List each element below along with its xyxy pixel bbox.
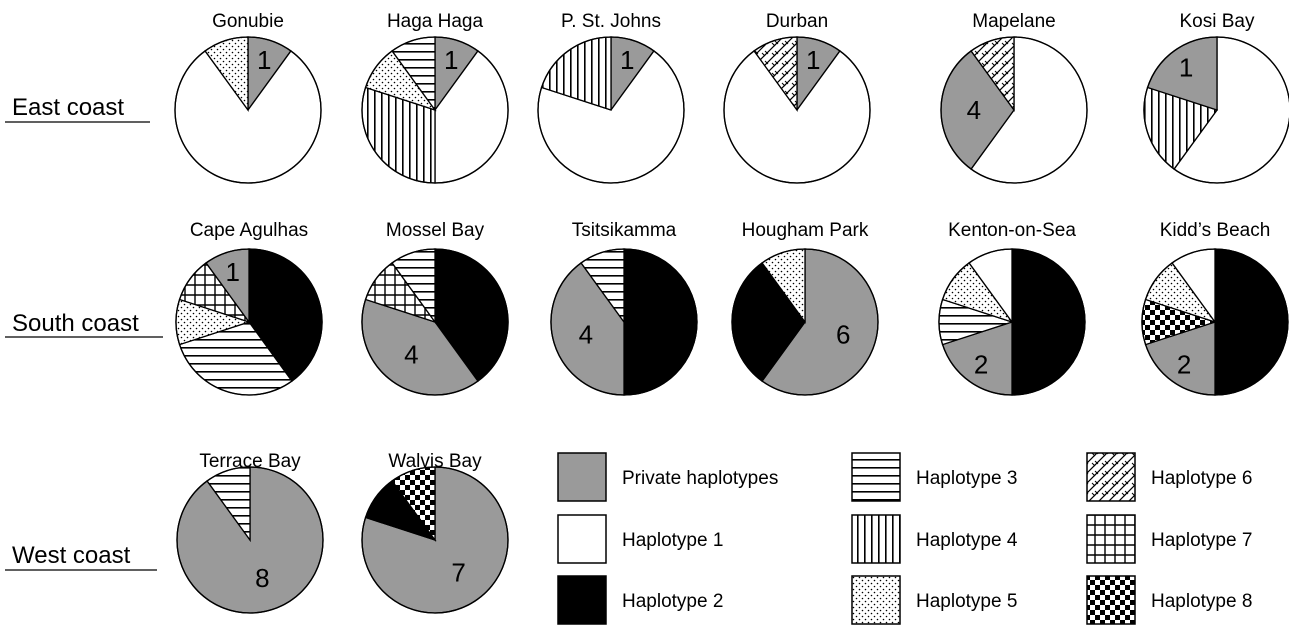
pie-terrace-bay: Terrace Bay 8 — [176, 451, 324, 614]
site-title: Durban — [766, 11, 828, 32]
pie-slice-haplotype-2 — [623, 248, 698, 396]
pie-outline — [1143, 36, 1289, 184]
pie-tsitsikamma: Tsitsikamma 4 — [550, 220, 698, 396]
legend: Private haplotypes Haplotype 1 Haplotype 2… — [557, 452, 1252, 625]
pie-p-st-johns: P. St. Johns 1 — [537, 11, 685, 184]
row-label: West coast — [12, 542, 131, 569]
private-count-label: 4 — [967, 95, 981, 125]
site-title: Kosi Bay — [1180, 11, 1255, 32]
legend-label: Haplotype 5 — [916, 591, 1017, 612]
private-count-label: 8 — [255, 563, 269, 593]
private-count-label: 6 — [836, 319, 850, 349]
pie-kenton-on-sea: Kenton-on-Sea 2 — [938, 220, 1086, 396]
site-title: Haga Haga — [387, 11, 484, 32]
legend-entry-haplotype-5: Haplotype 5 — [851, 575, 1017, 625]
private-count-label: 1 — [806, 45, 820, 75]
site-title: Terrace Bay — [199, 451, 301, 472]
legend-label: Haplotype 3 — [916, 468, 1017, 489]
legend-label: Haplotype 6 — [1151, 468, 1252, 489]
site-title: Mossel Bay — [386, 220, 485, 241]
pie-slice-haplotype-2 — [1011, 248, 1086, 396]
private-count-label: 7 — [451, 557, 465, 587]
row-label: South coast — [12, 310, 139, 337]
private-count-label: 1 — [257, 45, 271, 75]
legend-label: Haplotype 4 — [916, 530, 1018, 551]
legend-entry-haplotype-2: Haplotype 2 — [557, 575, 723, 625]
pie-kidd-s-beach: Kidd’s Beach 2 — [1141, 220, 1289, 396]
pie-mossel-bay: Mossel Bay 4 — [361, 220, 509, 396]
site-title: Cape Agulhas — [190, 220, 308, 241]
legend-swatch — [1086, 514, 1136, 564]
pie-gonubie: Gonubie 1 — [174, 11, 322, 184]
legend-swatch — [1086, 452, 1136, 502]
legend-entry-haplotype-3: Haplotype 3 — [851, 452, 1017, 502]
pie-outline — [723, 36, 871, 184]
legend-swatch — [557, 452, 607, 502]
private-count-label: 1 — [444, 45, 458, 75]
legend-swatch — [851, 514, 901, 564]
row-west-coast: West coast Terrace Bay 8 Walvis Bay 7 — [5, 451, 509, 614]
site-title: Mapelane — [972, 11, 1055, 32]
site-title: Gonubie — [212, 11, 284, 32]
private-count-label: 1 — [620, 45, 634, 75]
pie-outline — [176, 466, 324, 614]
private-count-label: 2 — [1177, 350, 1191, 380]
pie-outline — [940, 36, 1088, 184]
legend-label: Haplotype 7 — [1151, 530, 1252, 551]
pie-outline — [174, 36, 322, 184]
pie-kosi-bay: Kosi Bay 1 — [1143, 11, 1289, 184]
site-title: Kidd’s Beach — [1160, 220, 1271, 241]
pie-outline — [175, 248, 323, 396]
pie-durban: Durban 1 — [723, 11, 871, 184]
legend-entry-private-haplotypes: Private haplotypes — [557, 452, 778, 502]
site-title: P. St. Johns — [561, 11, 661, 32]
legend-swatch — [557, 575, 607, 625]
row-label: East coast — [12, 94, 124, 121]
pie-walvis-bay: Walvis Bay 7 — [361, 451, 509, 614]
pie-outline — [361, 36, 509, 184]
legend-entry-haplotype-8: Haplotype 8 — [1086, 575, 1252, 625]
pie-haga-haga: Haga Haga 1 — [361, 11, 509, 184]
private-count-label: 1 — [1179, 52, 1193, 82]
site-title: Tsitsikamma — [572, 220, 677, 241]
legend-label: Haplotype 8 — [1151, 591, 1252, 612]
pie-outline — [361, 466, 509, 614]
pie-mapelane: Mapelane 4 — [940, 11, 1088, 184]
legend-swatch — [851, 575, 901, 625]
legend-swatch — [1086, 575, 1136, 625]
legend-label: Haplotype 2 — [622, 591, 723, 612]
site-title: Hougham Park — [742, 220, 869, 241]
site-title: Walvis Bay — [388, 451, 482, 472]
pie-outline — [1141, 248, 1289, 396]
private-count-label: 1 — [226, 257, 240, 287]
private-count-label: 4 — [579, 319, 593, 349]
pie-outline — [731, 248, 879, 396]
pie-hougham-park: Hougham Park 6 — [731, 220, 879, 396]
legend-swatch — [851, 452, 901, 502]
pie-outline — [537, 36, 685, 184]
pie-cape-agulhas: Cape Agulhas 1 — [175, 220, 323, 396]
pie-slice-haplotype-2 — [1214, 248, 1289, 396]
legend-entry-haplotype-1: Haplotype 1 — [557, 514, 723, 564]
pie-outline — [938, 248, 1086, 396]
legend-entry-haplotype-7: Haplotype 7 — [1086, 514, 1252, 564]
legend-label: Haplotype 1 — [622, 530, 723, 551]
legend-entry-haplotype-4: Haplotype 4 — [851, 514, 1018, 564]
site-title: Kenton-on-Sea — [948, 220, 1076, 241]
legend-entry-haplotype-6: Haplotype 6 — [1086, 452, 1252, 502]
private-count-label: 4 — [404, 339, 418, 369]
legend-label: Private haplotypes — [622, 468, 778, 489]
pie-outline — [550, 248, 698, 396]
pie-outline — [361, 248, 509, 396]
private-count-label: 2 — [974, 350, 988, 380]
legend-swatch — [557, 514, 607, 564]
